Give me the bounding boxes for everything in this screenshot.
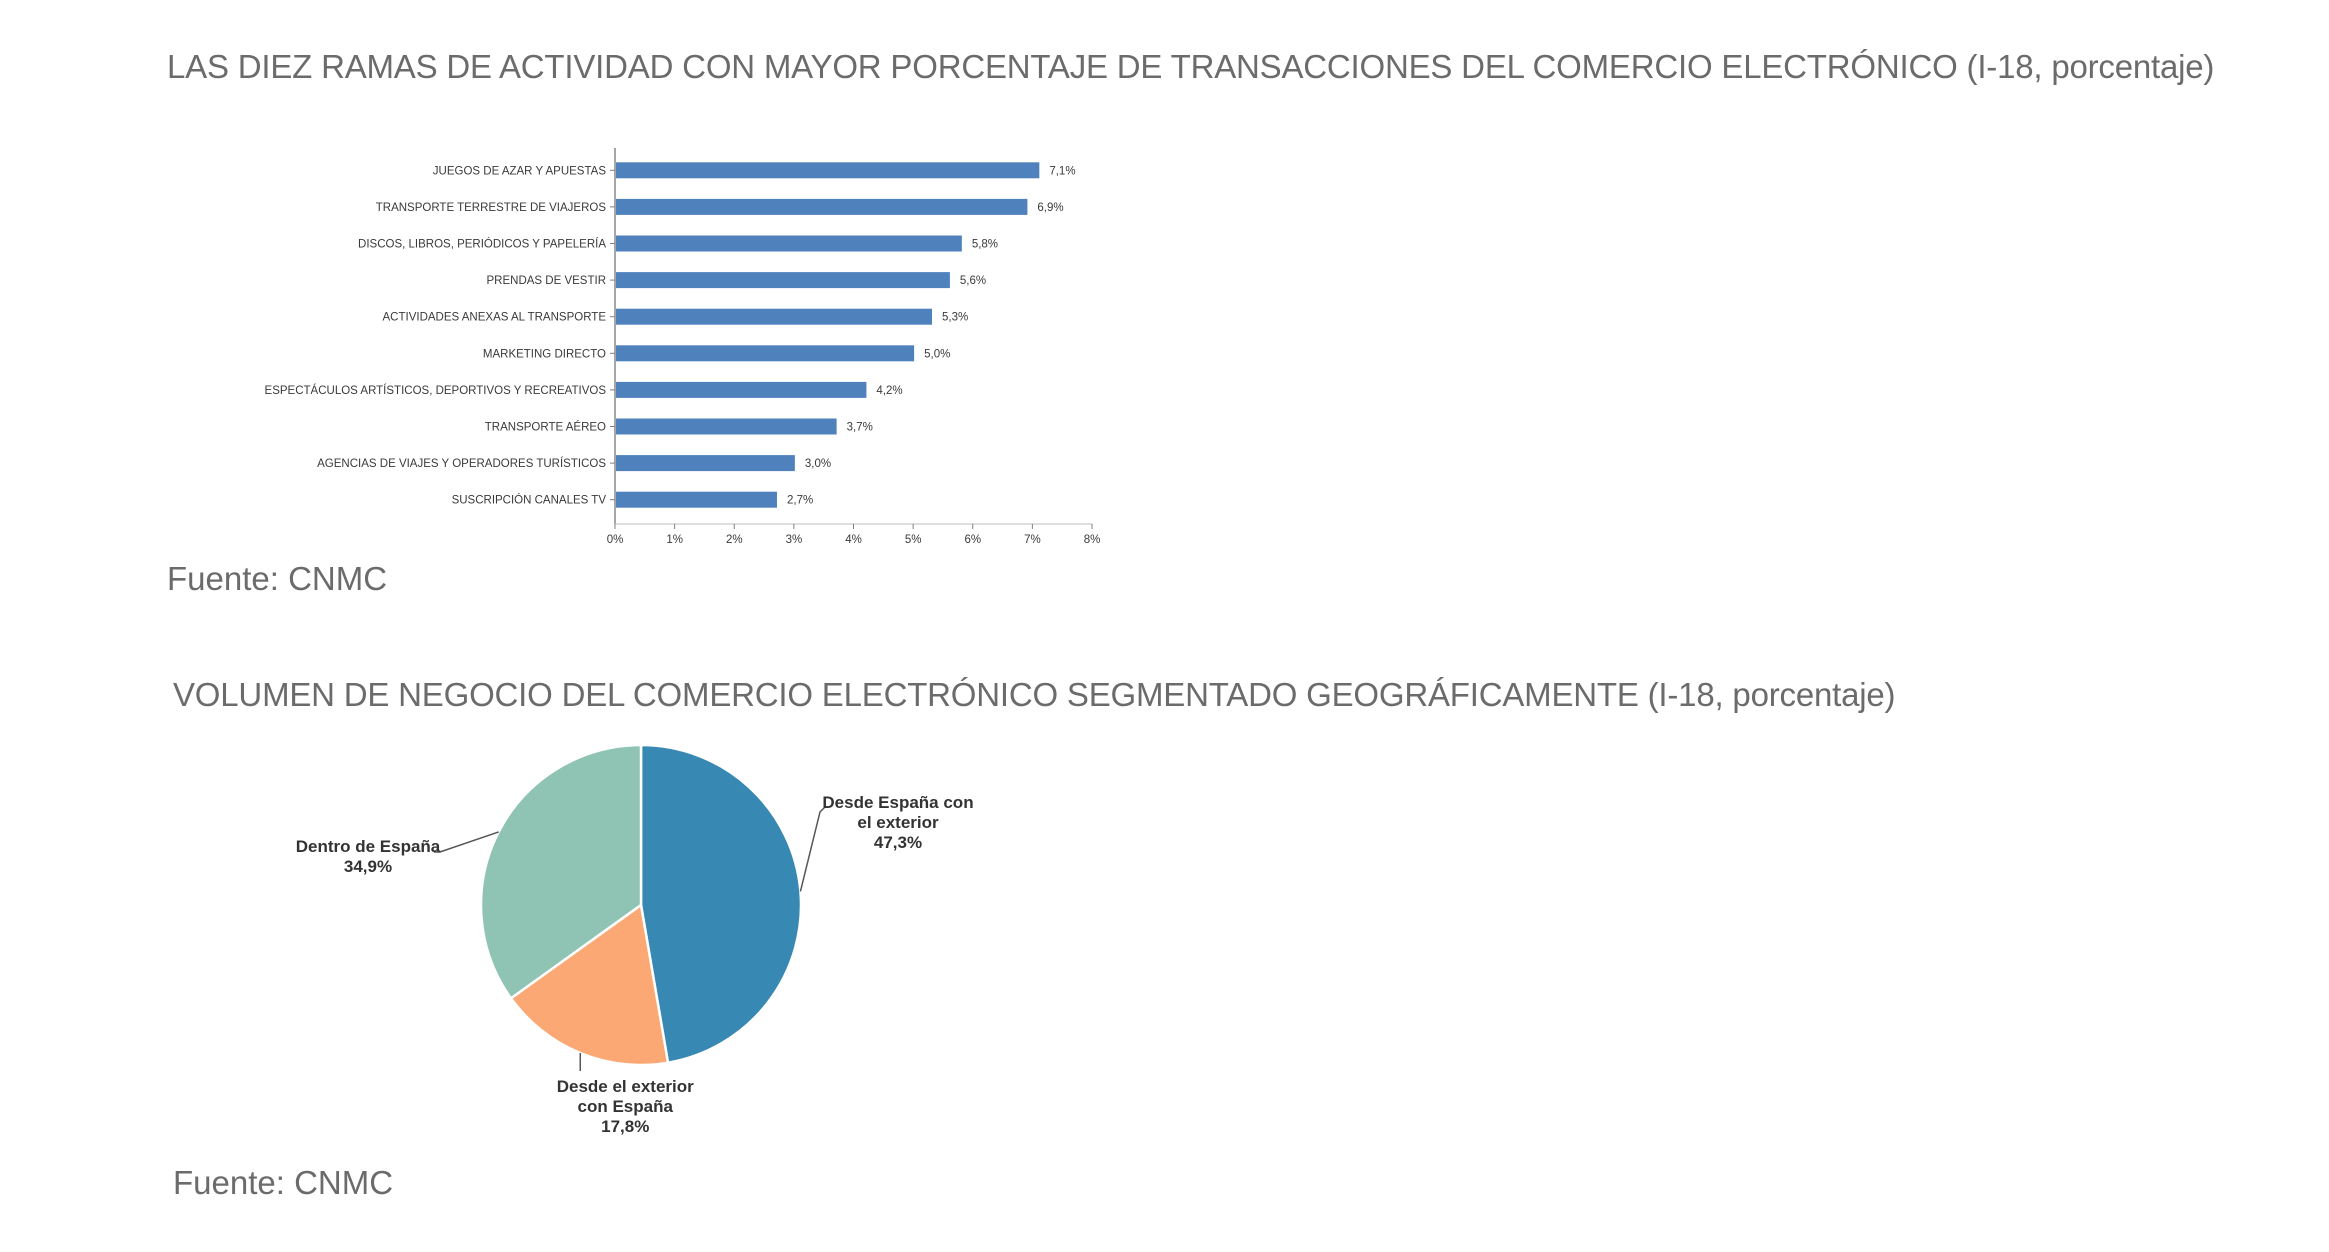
x-tick-label: 7% bbox=[1024, 534, 1041, 546]
bar bbox=[616, 308, 933, 325]
pie-chart-title: VOLUMEN DE NEGOCIO DEL COMERCIO ELECTRÓN… bbox=[173, 676, 1896, 713]
value-label: 6,9% bbox=[1037, 202, 1063, 214]
bar bbox=[616, 455, 795, 472]
value-label: 5,0% bbox=[924, 348, 950, 360]
x-tick-label: 1% bbox=[666, 534, 683, 546]
value-label: 5,8% bbox=[972, 239, 998, 251]
bar bbox=[616, 418, 837, 435]
bar bbox=[616, 235, 962, 252]
x-tick-label: 6% bbox=[964, 534, 981, 546]
bar-chart-title: LAS DIEZ RAMAS DE ACTIVIDAD CON MAYOR PO… bbox=[167, 48, 2215, 85]
x-tick-label: 5% bbox=[905, 534, 922, 546]
value-label: 5,6% bbox=[960, 275, 986, 287]
category-label: SUSCRIPCIÓN CANALES TV bbox=[452, 494, 607, 507]
x-tick-label: 2% bbox=[726, 534, 743, 546]
category-label: ACTIVIDADES ANEXAS AL TRANSPORTE bbox=[383, 312, 607, 324]
value-label: 2,7% bbox=[787, 495, 813, 507]
value-label: 3,7% bbox=[847, 422, 873, 434]
category-label: TRANSPORTE AÉREO bbox=[485, 421, 606, 434]
x-tick-label: 3% bbox=[786, 534, 803, 546]
value-label: 4,2% bbox=[876, 385, 902, 397]
category-label: TRANSPORTE TERRESTRE DE VIAJEROS bbox=[376, 202, 607, 214]
category-label: ESPECTÁCULOS ARTÍSTICOS, DEPORTIVOS Y RE… bbox=[265, 384, 607, 397]
category-label: MARKETING DIRECTO bbox=[483, 348, 606, 360]
x-tick-label: 4% bbox=[845, 534, 862, 546]
category-label: JUEGOS DE AZAR Y APUESTAS bbox=[433, 165, 607, 177]
value-label: 7,1% bbox=[1049, 165, 1075, 177]
x-tick-label: 8% bbox=[1084, 534, 1101, 546]
value-label: 3,0% bbox=[805, 458, 831, 470]
bar bbox=[616, 345, 915, 362]
bar bbox=[616, 162, 1040, 179]
category-label: PRENDAS DE VESTIR bbox=[487, 275, 607, 287]
category-label: AGENCIAS DE VIAJES Y OPERADORES TURÍSTIC… bbox=[317, 457, 606, 470]
bar-chart-source: Fuente: CNMC bbox=[167, 560, 388, 597]
bar bbox=[616, 198, 1028, 215]
bar bbox=[616, 491, 777, 508]
category-label: DISCOS, LIBROS, PERIÓDICOS Y PAPELERÍA bbox=[358, 238, 606, 251]
x-tick-label: 0% bbox=[607, 534, 624, 546]
bar bbox=[616, 381, 867, 398]
pie-chart-source: Fuente: CNMC bbox=[173, 1164, 394, 1201]
bar bbox=[616, 272, 950, 289]
value-label: 5,3% bbox=[942, 312, 968, 324]
